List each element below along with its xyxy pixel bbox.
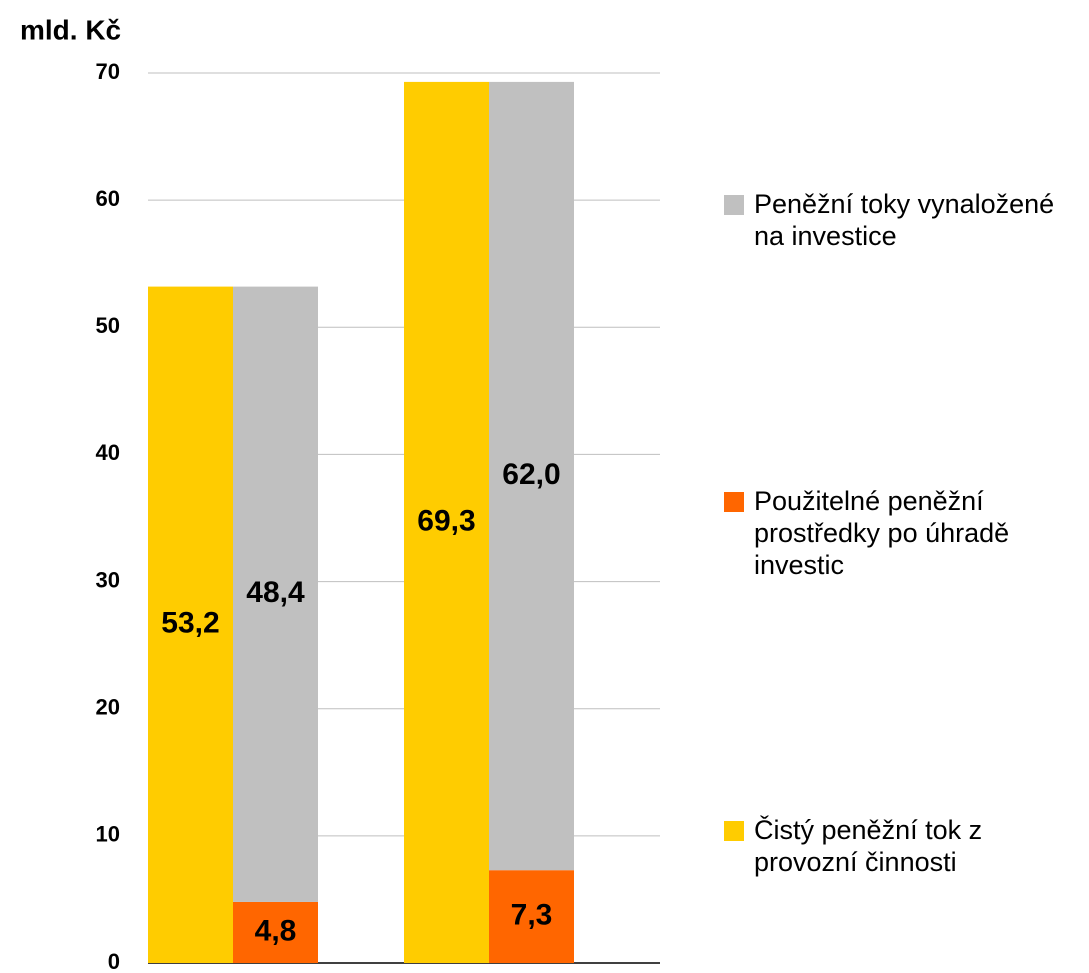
y-tick-label: 70	[96, 59, 120, 84]
y-axis-label: mld. Kč	[20, 14, 121, 45]
y-tick-label: 0	[108, 949, 120, 973]
y-tick-label: 50	[96, 313, 120, 338]
legend-entry: Peněžní toky vynaložené na investice	[724, 188, 1084, 252]
value-label: 62,0	[502, 458, 560, 491]
y-tick-label: 10	[96, 822, 120, 847]
value-label: 53,2	[161, 607, 219, 640]
legend-swatch	[724, 492, 744, 512]
legend-entry: Čistý peněžní tok z provozní činnosti	[724, 814, 1084, 878]
y-tick-label: 30	[96, 567, 120, 592]
value-label: 69,3	[417, 504, 475, 537]
bar	[233, 286, 318, 902]
value-label: 48,4	[246, 576, 305, 609]
legend-swatch	[724, 195, 744, 215]
bar	[148, 286, 233, 964]
bar	[489, 870, 574, 963]
bar	[489, 81, 574, 871]
y-tick-label: 40	[96, 440, 120, 465]
bar	[233, 901, 318, 963]
legend-label: Peněžní toky vynaložené na investice	[754, 189, 1055, 251]
legend-label: Čistý peněžní tok z provozní činnosti	[754, 815, 983, 877]
bar	[404, 81, 489, 963]
legend-label: Použitelné peněžní prostředky po úhradě …	[754, 486, 1010, 580]
legend-swatch	[724, 821, 744, 841]
value-label: 4,8	[255, 914, 297, 947]
value-label: 7,3	[511, 899, 553, 932]
legend-entry: Použitelné peněžní prostředky po úhradě …	[724, 485, 1084, 581]
y-tick-label: 60	[96, 186, 120, 211]
y-tick-label: 20	[96, 695, 120, 720]
legend: Peněžní toky vynaložené na investice Použ…	[724, 188, 1084, 878]
